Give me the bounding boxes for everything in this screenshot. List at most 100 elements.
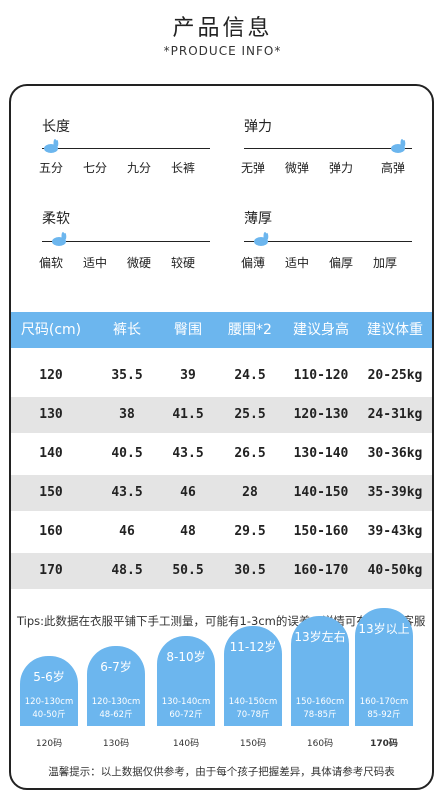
scale-line bbox=[42, 148, 210, 149]
table-cell: 39 bbox=[180, 368, 196, 383]
table-cell: 28 bbox=[242, 485, 258, 500]
option-label: 加厚 bbox=[372, 256, 397, 270]
size-guide-info: 120-130cm 40-50斤 bbox=[20, 696, 78, 722]
option-label: 偏软 bbox=[38, 256, 63, 270]
table-row: 160 46 48 29.5 150-160 39-43kg bbox=[11, 514, 432, 550]
table-cell: 24-31kg bbox=[367, 407, 423, 422]
size-guide-info: 150-160cm 78-85斤 bbox=[291, 696, 349, 722]
column-header: 尺码(cm) bbox=[20, 322, 82, 338]
column-header: 建议身高 bbox=[293, 322, 349, 338]
option-label: 七分 bbox=[82, 161, 107, 175]
size-guide-age: 6-7岁 bbox=[100, 660, 132, 674]
table-cell: 120 bbox=[39, 368, 63, 383]
size-code: 160码 bbox=[306, 739, 334, 749]
table-cell: 120-130 bbox=[293, 407, 349, 422]
scale-line bbox=[244, 241, 412, 242]
table-row: 140 40.5 43.5 26.5 130-140 30-36kg bbox=[11, 436, 432, 472]
table-cell: 130 bbox=[39, 407, 63, 422]
option-label: 微硬 bbox=[126, 256, 151, 270]
table-cell: 24.5 bbox=[234, 368, 266, 383]
page-title: 产品信息 bbox=[172, 16, 273, 41]
table-cell: 140 bbox=[39, 446, 63, 461]
table-cell: 30-36kg bbox=[367, 446, 423, 461]
size-guide-weight: 60-72斤 bbox=[169, 710, 203, 720]
table-cell: 46 bbox=[180, 485, 196, 500]
size-code: 140码 bbox=[172, 739, 200, 749]
size-guide-age: 13岁左右 bbox=[294, 630, 346, 644]
table-row: 130 38 41.5 25.5 120-130 24-31kg bbox=[11, 397, 432, 433]
size-guide-weight: 48-62斤 bbox=[99, 710, 133, 720]
column-header: 臀围 bbox=[174, 322, 202, 338]
table-cell: 48 bbox=[180, 524, 196, 539]
size-guide-height: 160-170cm bbox=[359, 697, 409, 707]
option-label: 五分 bbox=[38, 161, 63, 175]
column-header: 裤长 bbox=[113, 322, 141, 338]
scale-line bbox=[244, 148, 412, 149]
option-label: 较硬 bbox=[170, 256, 195, 270]
table-cell: 110-120 bbox=[293, 368, 349, 383]
option-label: 偏厚 bbox=[328, 256, 353, 270]
option-label: 长裤 bbox=[170, 161, 195, 175]
size-guide-weight: 85-92斤 bbox=[367, 710, 401, 720]
table-cell: 40-50kg bbox=[367, 563, 423, 578]
table-cell: 25.5 bbox=[234, 407, 266, 422]
size-guide-weight: 78-85斤 bbox=[303, 710, 337, 720]
table-row: 120 35.5 39 24.5 110-120 20-25kg bbox=[11, 358, 432, 394]
rabbit-icon bbox=[52, 232, 67, 246]
size-guide-weight: 70-78斤 bbox=[236, 710, 270, 720]
table-cell: 48.5 bbox=[111, 563, 143, 578]
table-cell: 39-43kg bbox=[367, 524, 423, 539]
size-guide-age: 13岁以上 bbox=[358, 622, 410, 636]
table-cell: 140-150 bbox=[293, 485, 349, 500]
size-guide-bar: 13岁以上 160-170cm 85-92斤 bbox=[355, 608, 413, 726]
option-label: 适中 bbox=[82, 256, 107, 270]
size-guide-age: 5-6岁 bbox=[33, 670, 65, 684]
table-row: 150 43.5 46 28 140-150 35-39kg bbox=[11, 475, 432, 511]
size-code: 130码 bbox=[102, 739, 130, 749]
size-code: 150码 bbox=[239, 739, 267, 749]
size-guide-bar: 13岁左右 150-160cm 78-85斤 bbox=[291, 616, 349, 726]
table-cell: 150 bbox=[39, 485, 63, 500]
size-guide-info: 120-130cm 48-62斤 bbox=[87, 696, 145, 722]
option-label: 微弹 bbox=[284, 161, 309, 175]
size-guide-info: 130-140cm 60-72斤 bbox=[157, 696, 215, 722]
table-cell: 130-140 bbox=[293, 446, 349, 461]
size-guide-height: 120-130cm bbox=[24, 697, 74, 707]
size-guide-bar: 5-6岁 120-130cm 40-50斤 bbox=[20, 656, 78, 726]
rabbit-icon bbox=[254, 232, 269, 246]
size-guide-info: 140-150cm 70-78斤 bbox=[224, 696, 282, 722]
option-label: 偏薄 bbox=[240, 256, 265, 270]
size-table-header: 尺码(cm) 裤长 臀围 腰围*2 建议身高 建议体重 bbox=[11, 312, 432, 348]
attribute-label: 薄厚 bbox=[244, 211, 272, 227]
size-guide-bar: 6-7岁 120-130cm 48-62斤 bbox=[87, 646, 145, 726]
size-guide-weight: 40-50斤 bbox=[32, 710, 66, 720]
table-cell: 170 bbox=[39, 563, 63, 578]
table-cell: 35.5 bbox=[111, 368, 143, 383]
table-cell: 41.5 bbox=[172, 407, 204, 422]
size-guide-height: 140-150cm bbox=[228, 697, 278, 707]
table-cell: 35-39kg bbox=[367, 485, 423, 500]
size-code: 120码 bbox=[35, 739, 63, 749]
size-guide-age: 11-12岁 bbox=[229, 640, 277, 654]
option-label: 适中 bbox=[284, 256, 309, 270]
product-info-card: 长度 五分 七分 九分 长裤 弹力 无弹 微弹 弹力 高弹 柔软 偏软 适中 微… bbox=[9, 84, 434, 790]
column-header: 建议体重 bbox=[367, 322, 423, 338]
table-cell: 38 bbox=[119, 407, 135, 422]
table-cell: 160-170 bbox=[293, 563, 349, 578]
table-cell: 50.5 bbox=[172, 563, 204, 578]
rabbit-icon bbox=[391, 139, 406, 153]
option-label: 弹力 bbox=[328, 161, 353, 175]
size-guide-height: 130-140cm bbox=[161, 697, 211, 707]
size-guide-height: 150-160cm bbox=[295, 697, 345, 707]
attribute-label: 长度 bbox=[42, 119, 70, 135]
size-guide-bar: 11-12岁 140-150cm 70-78斤 bbox=[224, 626, 282, 726]
size-guide-info: 160-170cm 85-92斤 bbox=[355, 696, 413, 722]
table-cell: 29.5 bbox=[234, 524, 266, 539]
table-cell: 150-160 bbox=[293, 524, 349, 539]
rabbit-icon bbox=[44, 139, 59, 153]
option-label: 高弹 bbox=[380, 161, 405, 175]
attribute-label: 弹力 bbox=[244, 119, 272, 135]
attribute-label: 柔软 bbox=[42, 211, 70, 227]
table-cell: 20-25kg bbox=[367, 368, 423, 383]
table-cell: 40.5 bbox=[111, 446, 143, 461]
